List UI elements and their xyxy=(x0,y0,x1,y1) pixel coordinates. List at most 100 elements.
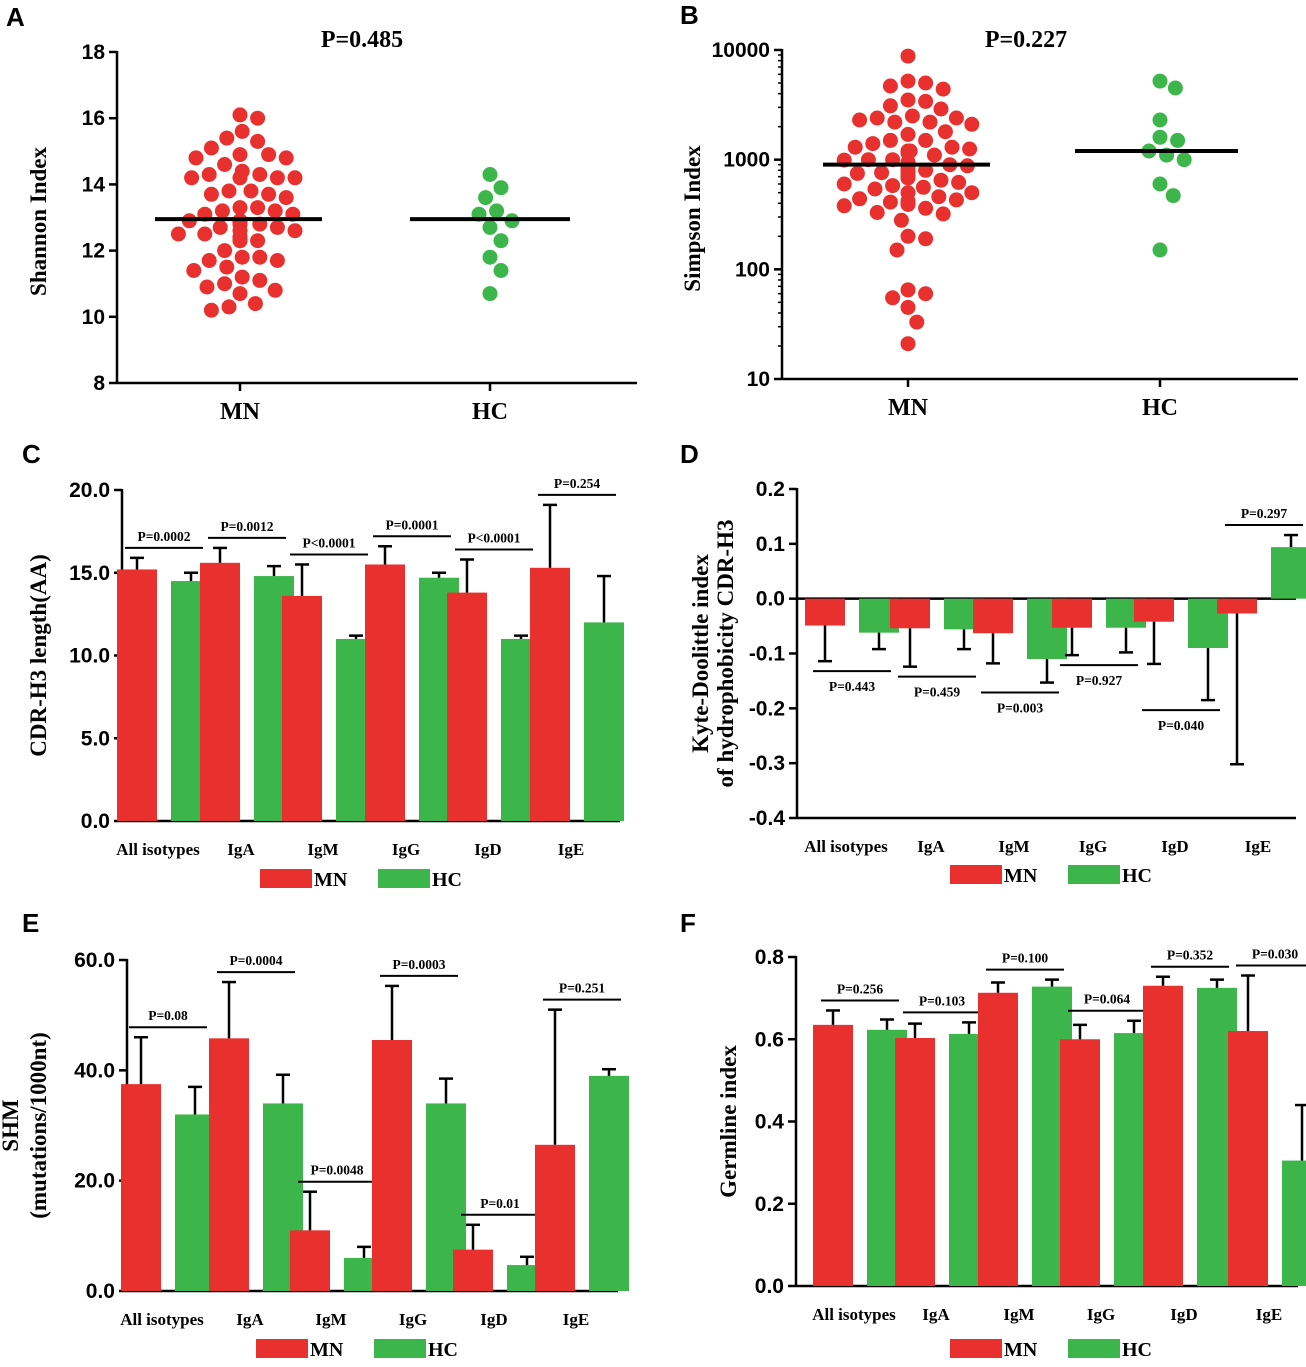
data-point-mn xyxy=(900,73,916,89)
p-value-label: P=0.297 xyxy=(1241,506,1288,521)
data-point-mn xyxy=(933,172,949,188)
y-tick-label: -0.2 xyxy=(749,697,785,720)
data-point-mn xyxy=(267,282,283,298)
data-point-mn xyxy=(909,314,925,330)
data-point-mn xyxy=(269,219,285,235)
data-point-mn xyxy=(918,286,934,302)
data-point-mn xyxy=(219,130,235,146)
y-tick-label: 20.0 xyxy=(74,1170,115,1193)
legend-label: HC xyxy=(1122,865,1152,887)
data-point-mn xyxy=(893,212,909,228)
data-point-mn xyxy=(887,114,903,130)
data-point-mn xyxy=(234,249,250,265)
data-point-mn xyxy=(267,203,283,219)
data-point-mn xyxy=(261,186,277,202)
p-value-label: P=0.0002 xyxy=(137,529,190,544)
legend-swatch-hc xyxy=(378,869,430,888)
data-point-mn xyxy=(900,48,916,64)
data-point-mn xyxy=(882,194,898,210)
x-tick-label: All isotypes xyxy=(812,1305,896,1324)
x-tick-label: MN xyxy=(888,395,929,421)
data-point-mn xyxy=(900,92,916,108)
p-value-label: P=0.100 xyxy=(1002,951,1049,966)
data-point-mn xyxy=(188,150,204,166)
data-point-mn xyxy=(933,101,949,117)
data-point-mn xyxy=(252,249,268,265)
x-tick-label: IgM xyxy=(315,1310,346,1329)
data-point-hc xyxy=(1165,188,1181,204)
data-point-mn xyxy=(252,167,268,182)
data-point-mn xyxy=(232,200,248,216)
data-point-mn xyxy=(900,197,916,212)
p-value-label: P<0.0001 xyxy=(467,531,520,546)
data-point-mn xyxy=(918,75,934,91)
p-value-label: P=0.064 xyxy=(1084,992,1131,1007)
data-point-mn xyxy=(170,226,186,242)
p-value-label: P=0.0001 xyxy=(385,517,438,532)
bar-mn xyxy=(372,1039,412,1291)
data-point-mn xyxy=(847,139,863,155)
data-point-mn xyxy=(900,170,916,186)
data-point-mn xyxy=(869,110,885,126)
data-point-mn xyxy=(203,302,219,318)
y-axis-label: CDR-H3 length(AA) xyxy=(26,554,51,757)
p-value-label: P=0.443 xyxy=(829,679,876,694)
y-tick-label: 10 xyxy=(747,368,770,391)
y-tick-label: 0.6 xyxy=(755,1028,784,1051)
data-point-mn xyxy=(243,183,259,199)
data-point-mn xyxy=(882,98,898,114)
legend-label: MN xyxy=(314,869,348,891)
y-tick-label: 8 xyxy=(93,372,105,395)
data-point-mn xyxy=(203,140,219,156)
p-value-title: P=0.485 xyxy=(321,27,403,53)
data-point-mn xyxy=(199,279,215,295)
p-value-label: P=0.251 xyxy=(559,981,606,996)
data-point-mn xyxy=(918,132,934,148)
bar-mn xyxy=(200,562,240,821)
data-point-hc xyxy=(1152,112,1168,128)
data-point-mn xyxy=(836,198,852,214)
bar-mn xyxy=(290,1230,330,1291)
data-point-mn xyxy=(234,123,250,139)
x-tick-label: IgM xyxy=(307,840,338,859)
x-tick-label: All isotypes xyxy=(116,840,200,859)
y-axis-label: of hydrophobicity CDR-H3 xyxy=(713,520,738,788)
data-point-mn xyxy=(944,139,960,155)
panel-label: D xyxy=(680,439,699,469)
data-point-mn xyxy=(212,219,228,235)
data-point-mn xyxy=(900,126,916,142)
legend-swatch-mn xyxy=(256,1339,308,1358)
y-tick-label: 0.0 xyxy=(86,1280,115,1303)
data-point-mn xyxy=(221,299,237,315)
p-value-label: P=0.254 xyxy=(554,476,601,491)
x-tick-label: IgE xyxy=(1245,837,1271,856)
bar-hc xyxy=(589,1075,629,1291)
panel-label: F xyxy=(680,908,696,938)
x-tick-label: IgG xyxy=(1079,837,1107,856)
y-tick-label: 1000 xyxy=(723,149,770,172)
x-tick-label: IgE xyxy=(558,840,584,859)
y-tick-label: 18 xyxy=(82,41,106,64)
y-tick-label: -0.3 xyxy=(749,752,785,775)
data-point-mn xyxy=(214,203,230,219)
data-point-mn xyxy=(232,107,248,123)
data-point-mn xyxy=(252,272,268,288)
bar-mn xyxy=(973,598,1013,634)
p-value-label: P=0.003 xyxy=(997,701,1044,716)
y-tick-label: 10000 xyxy=(712,39,770,62)
x-tick-label: IgA xyxy=(236,1310,264,1329)
data-point-mn xyxy=(849,165,865,181)
y-tick-label: 0.8 xyxy=(755,946,785,969)
y-tick-label: -0.1 xyxy=(749,643,786,666)
data-point-mn xyxy=(918,231,934,247)
bar-mn xyxy=(1052,598,1092,628)
data-point-mn xyxy=(882,78,898,94)
legend-label: MN xyxy=(1004,1339,1038,1361)
data-point-mn xyxy=(867,181,883,197)
y-tick-label: 10.0 xyxy=(69,645,110,668)
data-point-mn xyxy=(874,165,890,181)
bar-mn xyxy=(805,598,845,626)
x-tick-label: IgD xyxy=(1161,837,1188,856)
data-point-mn xyxy=(269,253,285,268)
legend-label: HC xyxy=(1122,1339,1152,1361)
